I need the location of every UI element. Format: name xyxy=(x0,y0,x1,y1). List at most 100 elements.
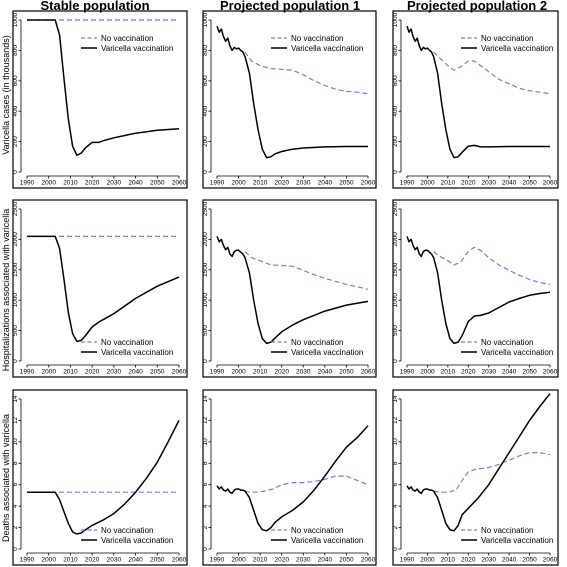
chart-panel-4: 1990 2000 2010 2020 2030 2040 2050 2060 0 500 1000… xyxy=(12,199,188,378)
series-line-no-vaccination xyxy=(244,51,369,95)
panel-frame xyxy=(202,10,377,189)
x-tick-label: 2020 xyxy=(85,557,100,564)
y-tick-label: 1500 xyxy=(202,262,209,277)
y-tick-label: 0 xyxy=(12,170,19,174)
x-tick-label: 2030 xyxy=(296,180,311,187)
row-ylabel-1: Varicella cases (in thousands) xyxy=(1,35,11,154)
x-tick-label: 2060 xyxy=(361,557,376,564)
x-tick-label: 2050 xyxy=(339,180,354,187)
y-tick-label: 8 xyxy=(12,461,19,465)
legend-label: No vaccination xyxy=(101,338,153,347)
panel-frame xyxy=(202,199,377,378)
x-tick-label: 2050 xyxy=(522,180,537,187)
x-tick-label: 2030 xyxy=(296,557,311,564)
x-tick-label: 2010 xyxy=(253,180,268,187)
x-tick-label: 2010 xyxy=(63,369,78,376)
y-tick-label: 600 xyxy=(392,75,399,86)
y-tick-label: 500 xyxy=(392,325,399,336)
x-tick-label: 2000 xyxy=(41,369,56,376)
legend-label: No vaccination xyxy=(481,338,533,347)
x-tick-label: 2040 xyxy=(502,180,517,187)
y-tick-label: 1000 xyxy=(392,293,399,308)
x-tick-label: 2050 xyxy=(339,369,354,376)
y-tick-label: 6 xyxy=(392,483,399,487)
chart-panel-5: 1990 2000 2010 2020 2030 2040 2050 2060 0 500 1000… xyxy=(202,199,377,378)
y-tick-label: 800 xyxy=(202,45,209,56)
y-tick-label: 0 xyxy=(12,359,19,363)
series-line-varicella-vaccination xyxy=(216,236,369,345)
y-tick-label: 200 xyxy=(12,136,19,147)
legend-label: Varicella vaccination xyxy=(481,536,553,545)
x-tick-label: 2020 xyxy=(461,557,476,564)
y-tick-label: 0 xyxy=(12,547,19,551)
panel-frame xyxy=(12,10,188,189)
y-tick-label: 800 xyxy=(12,45,19,56)
y-tick-label: 500 xyxy=(202,325,209,336)
y-tick-label: 4 xyxy=(12,504,19,508)
series-line-no-vaccination xyxy=(433,246,551,285)
x-tick-label: 2030 xyxy=(481,557,496,564)
y-tick-label: 0 xyxy=(392,170,399,174)
y-tick-label: 1500 xyxy=(392,262,399,277)
legend-label: Varicella vaccination xyxy=(101,44,173,53)
x-tick-label: 2040 xyxy=(128,180,143,187)
x-tick-label: 2060 xyxy=(361,369,376,376)
x-tick-label: 2030 xyxy=(481,180,496,187)
series-line-varicella-vaccination xyxy=(406,236,551,345)
y-tick-label: 0 xyxy=(202,170,209,174)
x-tick-label: 2040 xyxy=(128,557,143,564)
x-tick-label: 2010 xyxy=(253,557,268,564)
y-tick-label: 0 xyxy=(392,359,399,363)
legend-label: Varicella vaccination xyxy=(291,348,363,357)
x-tick-label: 2010 xyxy=(441,180,456,187)
row-ylabel-3: Deaths associated with varicella xyxy=(1,414,11,542)
column-title-2: Projected population 1 xyxy=(220,0,360,13)
x-tick-label: 2060 xyxy=(543,180,558,187)
y-tick-label: 1000 xyxy=(202,12,209,27)
legend-label: No vaccination xyxy=(291,526,343,535)
series-line-no-vaccination xyxy=(244,475,369,493)
y-tick-label: 2 xyxy=(12,525,19,529)
y-tick-label: 0 xyxy=(202,547,209,551)
x-tick-label: 2040 xyxy=(502,557,517,564)
x-tick-label: 2030 xyxy=(481,369,496,376)
x-tick-label: 1990 xyxy=(210,369,225,376)
column-title-1: Stable population xyxy=(40,0,149,13)
x-tick-label: 1990 xyxy=(400,369,415,376)
y-tick-label: 2500 xyxy=(12,201,19,216)
chart-panel-6: 1990 2000 2010 2020 2030 2040 2050 2060 0 500 1000… xyxy=(392,199,559,378)
panel-frame xyxy=(12,389,188,566)
y-tick-label: 2500 xyxy=(202,201,209,216)
x-tick-label: 2010 xyxy=(441,369,456,376)
y-tick-label: 1000 xyxy=(392,12,399,27)
y-tick-label: 600 xyxy=(12,75,19,86)
x-tick-label: 2040 xyxy=(318,369,333,376)
x-tick-label: 1990 xyxy=(20,180,35,187)
y-tick-label: 6 xyxy=(202,483,209,487)
x-tick-label: 2010 xyxy=(253,369,268,376)
y-tick-label: 1000 xyxy=(202,293,209,308)
panel-frame xyxy=(202,389,377,566)
y-tick-label: 2 xyxy=(392,525,399,529)
series-line-varicella-vaccination xyxy=(216,425,369,532)
panel-frame xyxy=(12,199,188,378)
x-tick-label: 1990 xyxy=(400,557,415,564)
y-tick-label: 2500 xyxy=(392,201,399,216)
x-tick-label: 2020 xyxy=(274,557,289,564)
y-tick-label: 10 xyxy=(12,438,19,446)
legend-label: Varicella vaccination xyxy=(481,44,553,53)
legend-label: Varicella vaccination xyxy=(481,348,553,357)
y-tick-label: 2000 xyxy=(12,232,19,247)
x-tick-label: 2060 xyxy=(361,180,376,187)
x-tick-label: 2060 xyxy=(543,369,558,376)
y-tick-label: 2000 xyxy=(392,232,399,247)
series-line-varicella-vaccination xyxy=(27,235,180,343)
y-tick-label: 0 xyxy=(392,547,399,551)
x-tick-label: 2020 xyxy=(461,180,476,187)
